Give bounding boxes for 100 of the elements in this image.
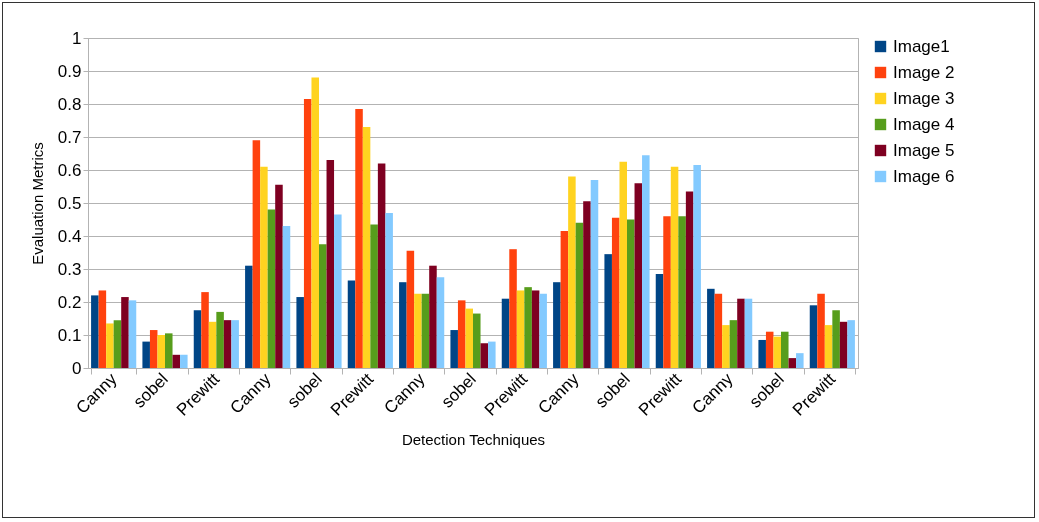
bar	[553, 282, 561, 368]
bar	[524, 287, 532, 368]
bar	[847, 320, 855, 368]
bar	[611, 217, 620, 368]
bar	[796, 353, 804, 368]
bar	[216, 311, 224, 368]
bar	[539, 293, 547, 368]
bar	[465, 308, 473, 368]
y-tick-label: 0.6	[57, 160, 82, 180]
bar	[157, 335, 165, 368]
bar	[260, 166, 268, 368]
y-tick-label: 1	[72, 28, 82, 48]
bar	[275, 184, 283, 368]
bar	[334, 214, 342, 368]
bar	[575, 222, 584, 368]
bar	[399, 282, 407, 368]
bar	[303, 99, 312, 368]
bar	[193, 310, 202, 368]
y-tick-label: 0.3	[57, 259, 82, 279]
bar	[296, 297, 304, 368]
bar	[642, 155, 650, 368]
y-axis-title: Evaluation Metrics	[28, 142, 46, 265]
bar	[509, 249, 517, 368]
legend-label: Image 5	[893, 140, 955, 160]
bar	[473, 313, 481, 368]
bar	[634, 183, 643, 368]
y-tick-label: 0.8	[57, 94, 82, 114]
bar	[450, 330, 458, 368]
bar	[590, 179, 599, 368]
bar	[604, 254, 612, 368]
bar	[758, 339, 766, 368]
bar	[223, 320, 232, 368]
bar	[165, 333, 173, 368]
bar	[436, 277, 445, 368]
y-tick-label: 0.9	[57, 61, 82, 81]
bar	[311, 77, 319, 368]
bar	[744, 298, 753, 368]
y-tick-label: 0.2	[57, 292, 82, 312]
bar	[678, 216, 686, 368]
bar	[568, 176, 576, 368]
bar	[531, 290, 540, 368]
bar	[722, 325, 730, 368]
bar	[809, 305, 818, 368]
bar	[267, 209, 276, 368]
bar	[685, 191, 694, 368]
bar	[319, 244, 327, 368]
bar	[201, 292, 209, 368]
y-tick-label: 0.4	[57, 226, 82, 246]
bar	[729, 320, 738, 368]
bar	[670, 166, 679, 368]
bar	[583, 201, 591, 368]
bar	[370, 224, 378, 368]
bar	[501, 298, 510, 368]
x-axis-title: Detection Techniques	[401, 430, 546, 448]
bar	[765, 331, 774, 368]
bar	[516, 290, 525, 368]
bar	[707, 288, 715, 368]
bar	[149, 330, 158, 368]
bar	[663, 216, 671, 368]
bar	[655, 273, 664, 368]
bar	[457, 300, 466, 368]
bar	[824, 325, 833, 368]
bar	[245, 265, 253, 368]
bar	[693, 165, 701, 368]
bar	[737, 298, 745, 368]
bar	[98, 290, 107, 368]
bar	[208, 321, 217, 368]
legend-label: Image 3	[893, 88, 955, 108]
bar	[414, 293, 422, 368]
bar	[362, 127, 371, 368]
bar	[714, 293, 723, 368]
legend-label: Image 2	[893, 62, 955, 82]
bar	[91, 295, 99, 368]
bar	[326, 160, 335, 368]
bar	[172, 354, 181, 368]
bar	[488, 341, 496, 368]
bar	[429, 265, 437, 368]
bar	[385, 212, 393, 368]
bar	[832, 310, 840, 368]
bar	[347, 280, 356, 368]
y-tick-label: 0.1	[57, 325, 82, 345]
bar	[113, 320, 122, 368]
bar	[560, 231, 569, 368]
bar	[121, 297, 129, 368]
bar	[355, 108, 363, 368]
bar	[106, 323, 114, 368]
y-tick-label: 0	[72, 358, 82, 378]
bar	[788, 358, 797, 368]
bar	[781, 331, 789, 368]
bar	[627, 219, 635, 368]
legend-label: Image 4	[893, 114, 955, 134]
legend-label: Image 6	[893, 166, 955, 186]
bar	[421, 293, 430, 368]
bar	[817, 293, 825, 368]
bar	[128, 300, 137, 368]
bar	[231, 320, 239, 368]
bar	[480, 343, 489, 368]
bar	[619, 161, 627, 368]
bar	[377, 163, 386, 368]
bar	[252, 140, 261, 368]
